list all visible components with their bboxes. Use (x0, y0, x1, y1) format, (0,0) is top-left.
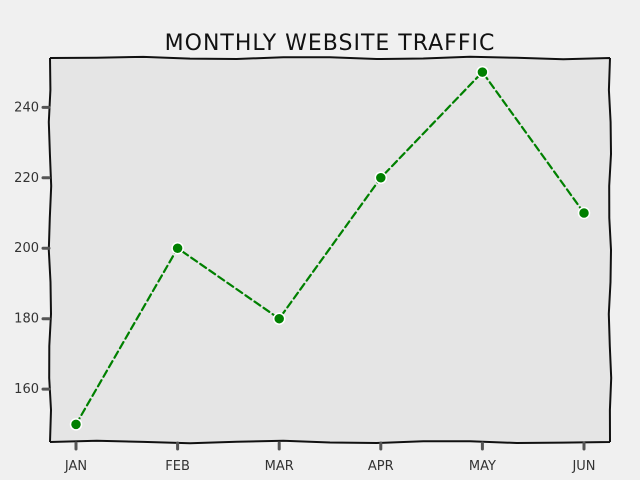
series-line (74, 70, 586, 426)
x-tick-label: MAY (469, 459, 496, 474)
x-tick-label: APR (368, 459, 394, 474)
data-point (577, 206, 591, 220)
x-tick-label: MAR (265, 459, 294, 474)
x-axis: JAN FEB MAR APR MAY JUN (64, 441, 596, 474)
y-tick-label: 220 (14, 171, 39, 186)
data-point (374, 171, 388, 185)
data-point (69, 418, 83, 431)
x-tick-label: FEB (165, 459, 190, 474)
plot-frame (47, 55, 613, 445)
y-axis: 160 180 200 220 240 (14, 100, 51, 397)
data-point (171, 241, 184, 255)
data-point (476, 65, 489, 79)
y-tick-label: 180 (14, 312, 39, 327)
series-layer (69, 65, 591, 431)
x-tick-label: JUN (571, 459, 595, 474)
x-tick-label: JAN (64, 459, 87, 474)
y-tick-label: 200 (14, 241, 39, 256)
y-tick-label: 160 (14, 382, 39, 397)
chart-title: MONTHLY WEBSITE TRAFFIC (165, 31, 496, 56)
y-tick-label: 240 (14, 100, 39, 115)
data-point (272, 312, 286, 325)
